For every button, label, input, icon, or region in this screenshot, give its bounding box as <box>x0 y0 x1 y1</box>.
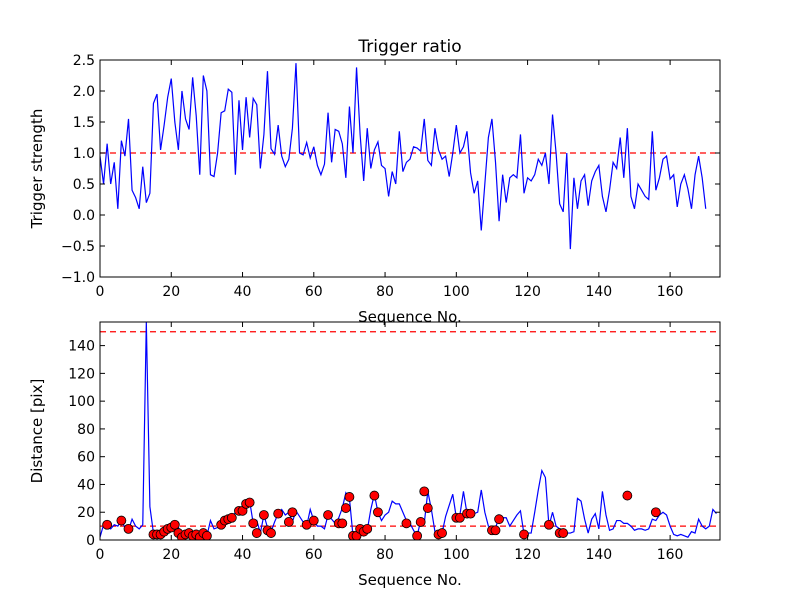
bottom-flagged-point <box>248 518 259 529</box>
bottom-x-tick-label: 0 <box>96 547 105 563</box>
top-x-tick-label: 100 <box>443 284 470 300</box>
top-x-tick-label: 0 <box>96 284 105 300</box>
top-x-tick-label: 160 <box>657 284 684 300</box>
bottom-flagged-point <box>401 518 412 529</box>
top-x-tick-label: 120 <box>514 284 541 300</box>
trigger-strength-axis-label: Trigger strength <box>28 109 46 230</box>
bottom-x-tick-label: 100 <box>443 547 470 563</box>
top-axes-frame <box>99 59 721 278</box>
bottom-y-tick-label: 0 <box>86 533 95 549</box>
bottom-flagged-point <box>490 525 501 536</box>
bottom-flagged-point <box>454 512 465 523</box>
top-y-tick-label: 1.0 <box>73 146 95 162</box>
bottom-flagged-point <box>622 490 633 501</box>
trigger-ratio-panel: 0 20 40 60 80 100 120 140 160 −1.0 −0.5 0.0 0.5 1.0 1.… <box>28 37 721 326</box>
bottom-flagged-point <box>273 508 284 519</box>
bottom-flagged-point <box>369 490 380 501</box>
bottom-x-tick-label: 140 <box>585 547 612 563</box>
bottom-y-tick-label: 100 <box>68 394 95 410</box>
top-series-line <box>100 63 707 250</box>
bottom-y-tick-label: 80 <box>77 422 95 438</box>
bottom-flagged-point <box>283 517 294 527</box>
top-x-tick-label: 60 <box>305 284 323 300</box>
bottom-x-tick-label: 60 <box>305 547 323 563</box>
bottom-x-axis-label: Sequence No. <box>358 571 462 589</box>
bottom-flagged-point <box>519 529 529 540</box>
bottom-x-tick-label: 160 <box>657 547 684 563</box>
top-y-tick-label: 1.5 <box>73 115 95 131</box>
top-y-tick-label: −0.5 <box>61 239 95 255</box>
top-x-tick-label: 80 <box>376 284 394 300</box>
bottom-axes-frame <box>99 321 721 541</box>
bottom-flagged-point <box>323 510 333 520</box>
bottom-flagged-point <box>373 507 383 518</box>
bottom-flagged-point <box>422 503 433 513</box>
bottom-flagged-point <box>266 528 276 538</box>
bottom-flagged-point <box>412 530 423 540</box>
bottom-flagged-point <box>558 528 569 538</box>
bottom-flagged-point <box>337 518 348 529</box>
top-y-tick-label: 2.0 <box>73 84 95 100</box>
bottom-flagged-point <box>340 503 351 513</box>
top-x-tick-label: 140 <box>585 284 612 300</box>
bottom-flagged-point <box>259 510 269 520</box>
bottom-y-tick-label: 140 <box>68 339 95 355</box>
top-y-tick-label: 0.0 <box>73 208 95 224</box>
distance-panel: 0 20 40 60 80 100 120 140 160 0 20 40 60 80 100 120 140 S… <box>28 321 721 589</box>
bottom-y-tick-label: 60 <box>77 450 95 466</box>
distance-axis-label: Distance [pix] <box>28 379 46 484</box>
bottom-flagged-point <box>494 514 504 525</box>
bottom-flagged-point <box>362 523 373 534</box>
top-plot-area <box>100 63 720 250</box>
bottom-flagged-point <box>102 519 113 530</box>
bottom-flagged-point <box>123 523 134 534</box>
bottom-flagged-point <box>251 528 262 538</box>
bottom-y-tick-label: 40 <box>77 477 95 493</box>
top-x-axis-label: Sequence No. <box>358 308 462 326</box>
bottom-flagged-point <box>116 515 127 526</box>
top-x-tick-label: 40 <box>234 284 252 300</box>
bottom-flagged-point <box>419 486 430 497</box>
bottom-flagged-point <box>301 519 312 530</box>
top-y-tick-label: −1.0 <box>61 270 95 286</box>
bottom-flagged-point <box>544 519 554 530</box>
bottom-flagged-point <box>169 519 180 530</box>
top-chart-title: Trigger ratio <box>357 37 461 57</box>
bottom-flagged-point <box>287 507 298 518</box>
top-x-tick-label: 20 <box>162 284 180 300</box>
bottom-flagged-point <box>465 508 476 519</box>
bottom-flagged-point <box>308 515 319 526</box>
bottom-x-tick-label: 80 <box>376 547 394 563</box>
top-y-tick-label: 2.5 <box>73 53 95 69</box>
bottom-x-tick-label: 120 <box>514 547 541 563</box>
bottom-x-tick-label: 20 <box>162 547 180 563</box>
bottom-plot-area <box>100 322 720 540</box>
bottom-flagged-point <box>344 492 355 502</box>
bottom-flagged-point <box>437 528 447 538</box>
bottom-x-tick-label: 40 <box>234 547 252 563</box>
top-y-tick-label: 0.5 <box>73 177 95 193</box>
bottom-y-tick-label: 20 <box>77 505 95 521</box>
bottom-flagged-point <box>201 530 212 540</box>
bottom-flagged-point <box>415 517 426 527</box>
bottom-y-tick-label: 120 <box>68 366 95 382</box>
bottom-flagged-point <box>244 497 255 508</box>
bottom-flagged-point <box>650 507 661 518</box>
bottom-flagged-point <box>226 512 237 523</box>
